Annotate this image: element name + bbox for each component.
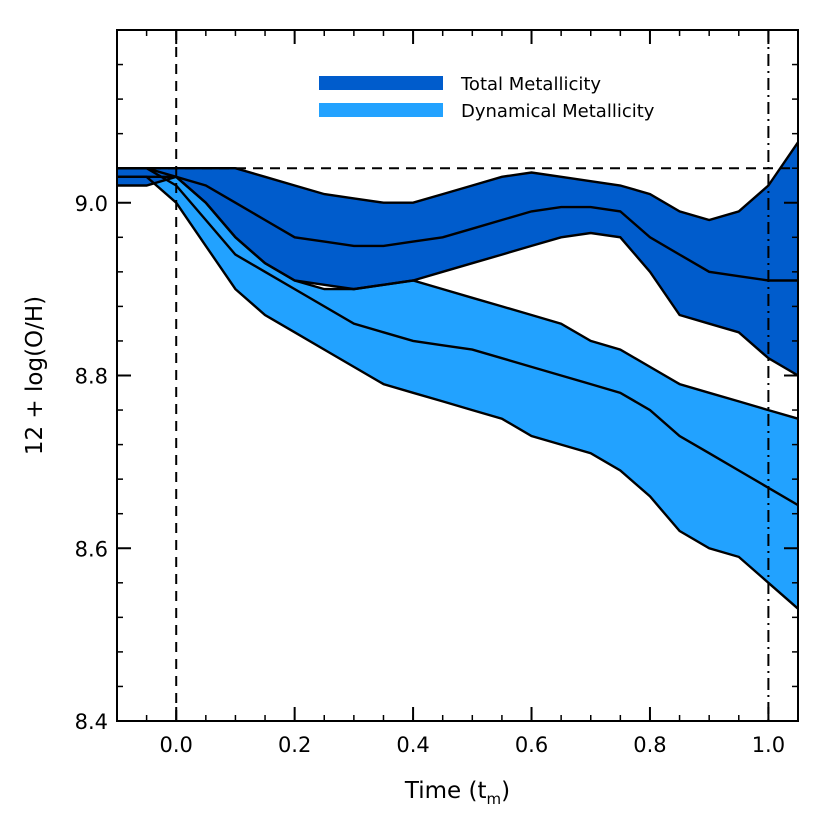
reference-lines-layer [117, 30, 798, 721]
x-tick-label: 0.6 [515, 733, 548, 757]
x-tick-label: 1.0 [752, 733, 785, 757]
bands-layer [117, 142, 798, 609]
x-tick-label: 0.8 [633, 733, 666, 757]
dynamical-metallicity-lower-line [117, 175, 799, 610]
dynamical-metallicity-band [117, 168, 798, 609]
y-tick-label: 8.6 [75, 537, 108, 561]
x-axis-label: Time (tm) [404, 778, 510, 808]
total-metallicity-median-line [117, 175, 798, 282]
y-tick-label: 8.8 [75, 365, 108, 389]
legend-swatch-dynamical-metallicity [319, 103, 443, 117]
y-axis-label: 12 + log(O/H) [22, 296, 48, 455]
y-tick-label: 8.4 [75, 710, 108, 734]
x-tick-label: 0.0 [160, 733, 193, 757]
dynamical-metallicity-median-line [117, 167, 799, 507]
legend-label-total-metallicity: Total Metallicity [460, 74, 601, 95]
total-metallicity-upper-line [117, 141, 799, 222]
legend: Total Metallicity Dynamical Metallicity [319, 74, 655, 122]
x-tick-label: 0.4 [396, 733, 429, 757]
total-metallicity-band [117, 142, 798, 376]
legend-swatch-total-metallicity [319, 76, 443, 90]
ticks-layer: 0.0 0.2 0.4 0.6 0.8 1.0 8.4 8.6 8.8 9.0 [75, 29, 799, 757]
x-axis-label-subscript: m [486, 790, 501, 808]
legend-label-dynamical-metallicity: Dynamical Metallicity [461, 101, 655, 122]
total-metallicity-lower-line [117, 175, 799, 377]
x-axis-label-main: Time (t [404, 778, 487, 804]
x-tick-label: 0.2 [278, 733, 311, 757]
y-tick-label: 9.0 [75, 192, 108, 216]
x-axis-label-close: ) [501, 778, 510, 804]
lines-layer [117, 141, 799, 610]
plot-frame [116, 29, 799, 722]
